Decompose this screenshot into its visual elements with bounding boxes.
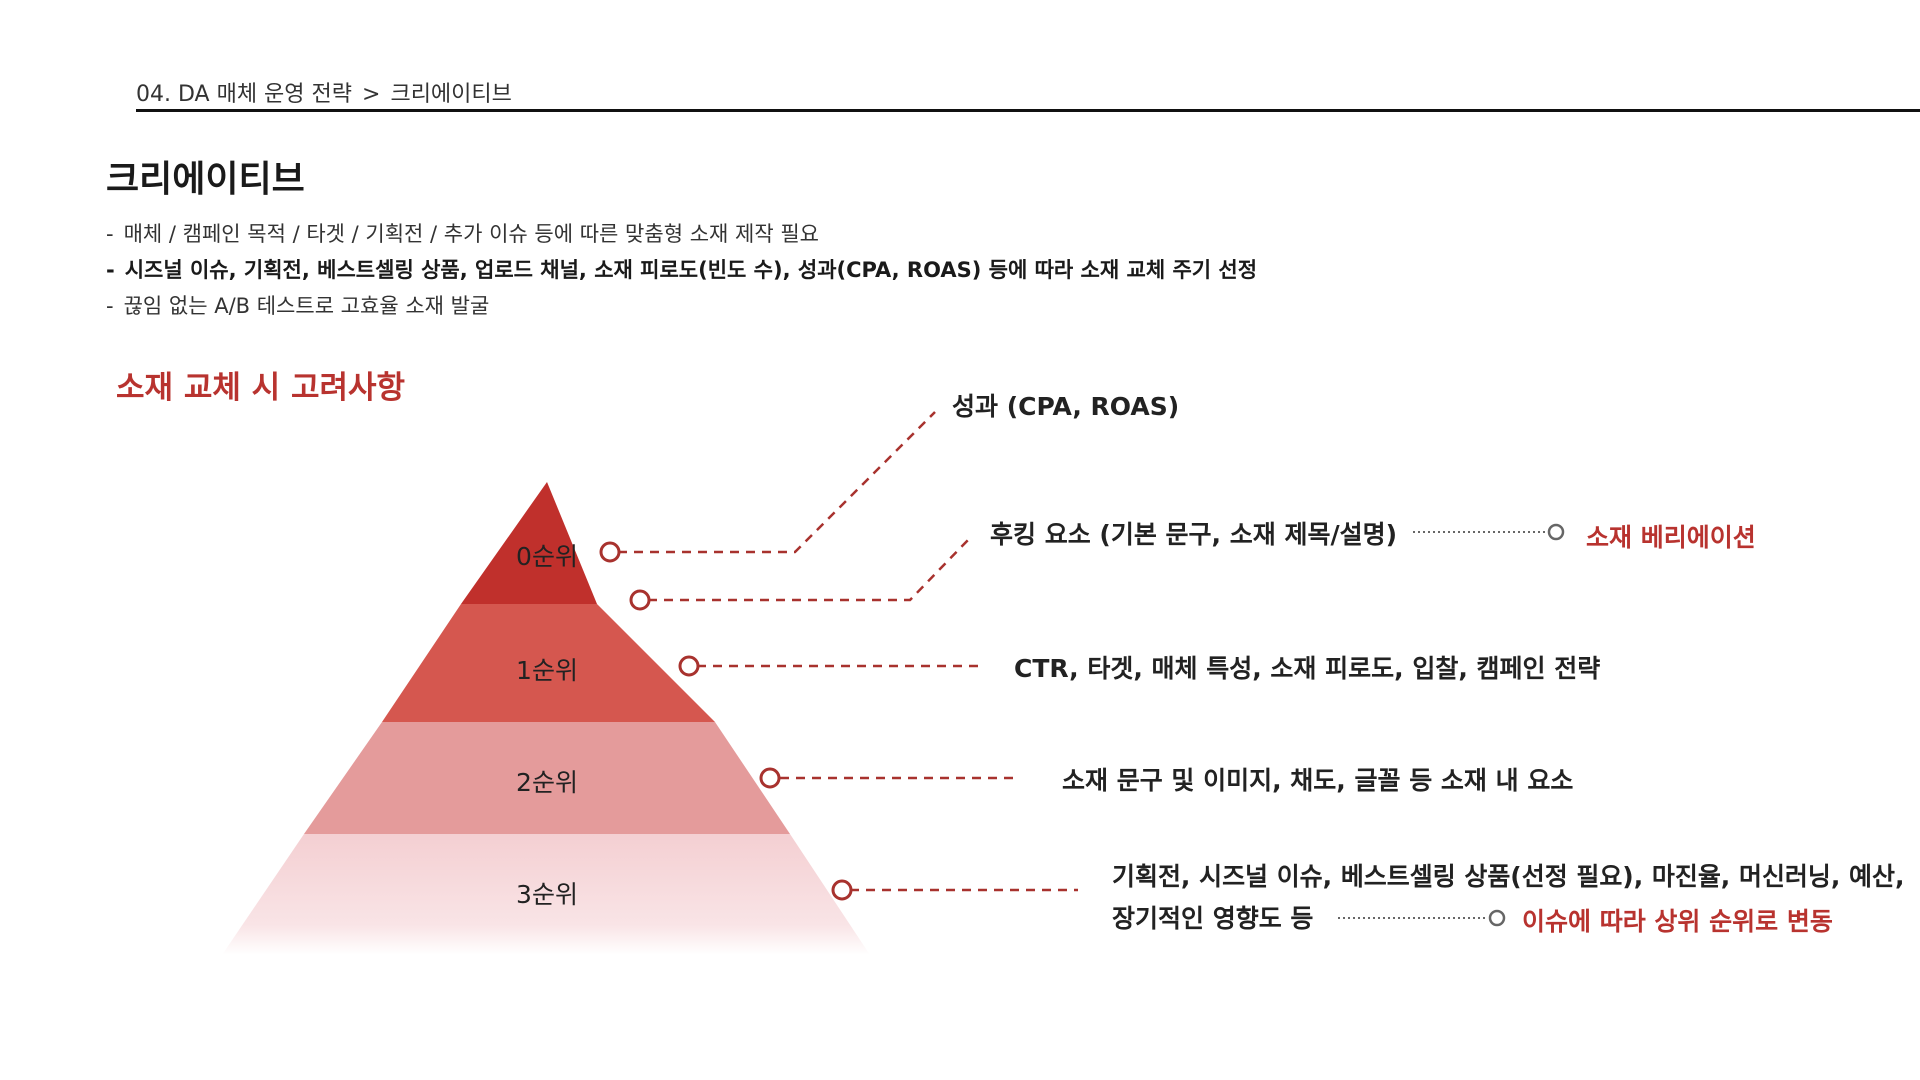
node-tier2 [759, 767, 781, 789]
tier-label-2: 2순위 [516, 768, 578, 797]
bullet-dash: - [106, 258, 115, 282]
bullet-dash: - [106, 294, 114, 318]
node-tier3 [831, 879, 853, 901]
pyramid-tier-0 [461, 482, 597, 604]
result-node-tier3 [1488, 909, 1506, 927]
breadcrumb-current: 크리에이티브 [390, 82, 512, 107]
bullet-item: - 끊임 없는 A/B 테스트로 고효율 소재 발굴 [106, 288, 1257, 324]
callout-tier2: 소재 문구 및 이미지, 채도, 글꼴 등 소재 내 요소 [1062, 766, 1574, 795]
bullet-item: - 시즈널 이슈, 기획전, 베스트셀링 상품, 업로드 채널, 소재 피로도(빈… [106, 252, 1257, 288]
breadcrumb: 04. DA 매체 운영 전략 > 크리에이티브 [136, 76, 512, 108]
bullet-text: 매체 / 캠페인 목적 / 타겟 / 기획전 / 추가 이슈 등에 따른 맞춤형… [123, 222, 819, 246]
callout-tier3-line2: 장기적인 영향도 등 [1112, 904, 1314, 933]
node-tier1 [678, 655, 700, 677]
tier-label-1: 1순위 [516, 656, 578, 685]
result-node-hooking [1547, 523, 1565, 541]
section-title: 소재 교체 시 고려사항 [116, 370, 406, 406]
bullet-item: - 매체 / 캠페인 목적 / 타겟 / 기획전 / 추가 이슈 등에 따른 맞춤… [106, 216, 1257, 252]
connector-hooking [648, 539, 969, 602]
pyramid-tier-3 [222, 834, 870, 955]
breadcrumb-separator: > [362, 82, 381, 107]
bullet-text: 시즈널 이슈, 기획전, 베스트셀링 상품, 업로드 채널, 소재 피로도(빈도… [124, 258, 1258, 282]
bullet-list: - 매체 / 캠페인 목적 / 타겟 / 기획전 / 추가 이슈 등에 따른 맞춤… [106, 216, 1257, 324]
callout-hooking-result: 소재 베리에이션 [1586, 523, 1756, 552]
tier-label-0: 0순위 [516, 542, 578, 571]
connector-performance [618, 411, 936, 554]
tier-label-3: 3순위 [516, 880, 578, 909]
bullet-text: 끊임 없는 A/B 테스트로 고효율 소재 발굴 [123, 294, 490, 318]
bullet-dash: - [106, 222, 114, 246]
page-title: 크리에이티브 [106, 159, 305, 200]
breadcrumb-section: 04. DA 매체 운영 전략 [136, 82, 353, 107]
pyramid-tier-1 [382, 604, 715, 722]
callout-tier3-result: 이슈에 따라 상위 순위로 변동 [1522, 907, 1833, 936]
callout-tier3-line1: 기획전, 시즈널 이슈, 베스트셀링 상품(선정 필요), 마진율, 머신러닝,… [1112, 862, 1905, 891]
node-tier0-performance [599, 541, 621, 563]
header-divider [136, 109, 1920, 112]
callout-performance: 성과 (CPA, ROAS) [952, 392, 1180, 421]
callout-tier1: CTR, 타겟, 매체 특성, 소재 피로도, 입찰, 캠페인 전략 [1014, 654, 1601, 683]
pyramid-tier-2 [304, 722, 790, 834]
callout-hooking: 후킹 요소 (기본 문구, 소재 제목/설명) [990, 520, 1397, 549]
node-tier0-hooking [629, 589, 651, 611]
